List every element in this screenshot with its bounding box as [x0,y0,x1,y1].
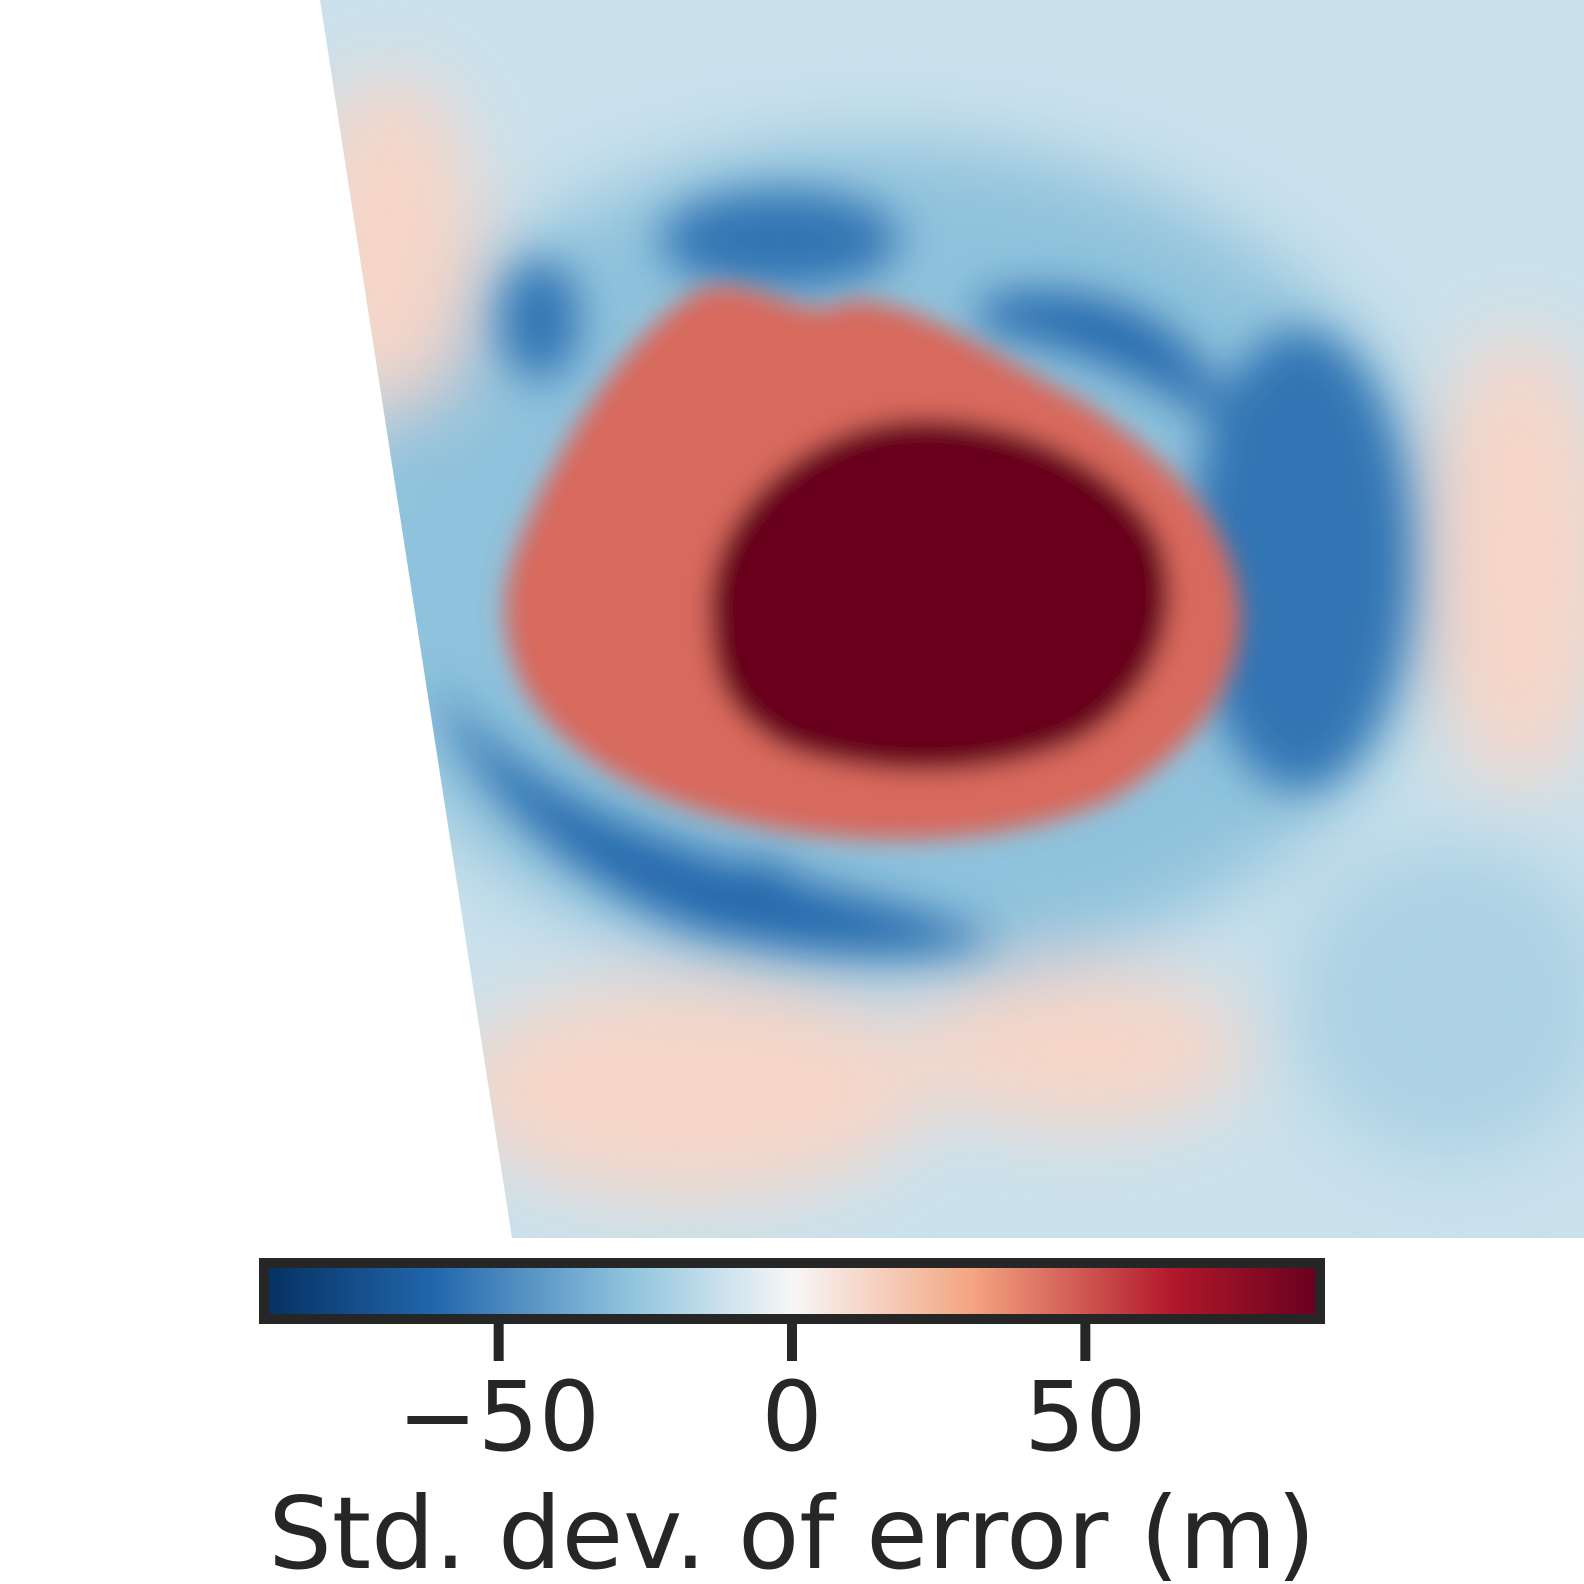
deep-low-north-ring [980,292,1230,430]
colorbar-tick-label: 0 [761,1361,822,1473]
heatmap-field [320,0,1584,1238]
low-streak-nw [500,260,580,380]
deep-low-spot [720,860,800,940]
heatmap-ring-features [430,190,1410,954]
low-lobe-north [660,190,900,290]
colorbar-tick-label: 50 [1024,1361,1146,1473]
colorbar-tick-label: −50 [397,1361,600,1473]
colorbar-ticks: −50 0 50 [397,1319,1146,1473]
pos-patch-east [1425,330,1584,790]
deep-low-south-ring [430,680,1000,954]
colorbar-label: Std. dev. of error (m) [268,1475,1315,1584]
heatmap-central-anomaly [505,285,1241,841]
pos-patch-south [450,980,930,1200]
central-high [709,418,1171,772]
pos-patch-se [910,970,1250,1130]
bg-patch-se [1290,840,1584,1160]
colorbar-fill [264,1263,1320,1319]
low-lobe-east [1190,330,1410,790]
